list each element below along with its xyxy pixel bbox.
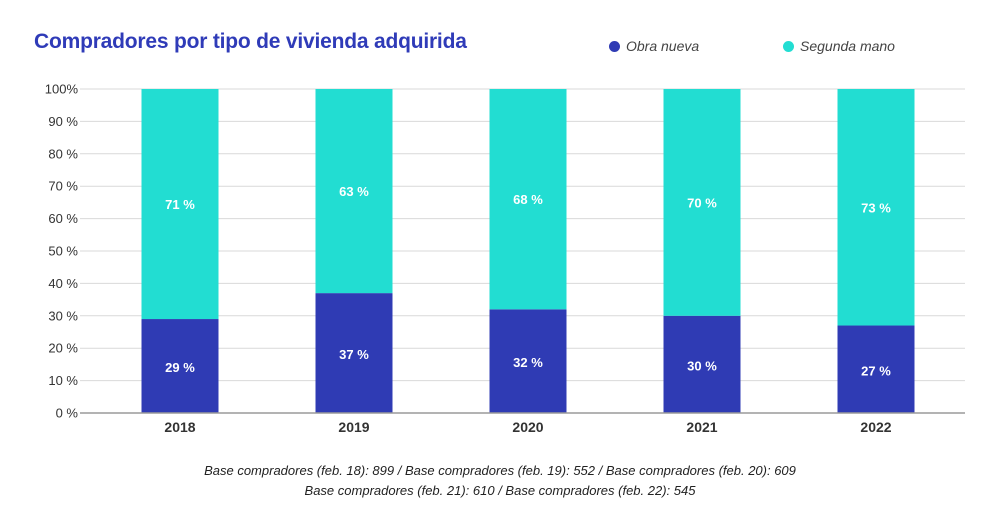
bar-segunda-mano	[663, 89, 741, 316]
chart-title: Compradores por tipo de vivienda adquiri…	[34, 30, 467, 53]
bar-obra-nueva	[663, 315, 741, 413]
y-tick-label: 80 %	[48, 146, 78, 161]
x-tick-label: 2021	[686, 419, 717, 435]
legend-swatch-obra-nueva	[609, 41, 620, 52]
data-label: 63 %	[339, 184, 369, 199]
bar-segunda-mano	[141, 89, 219, 320]
data-label: 27 %	[861, 363, 891, 378]
legend-label-obra-nueva: Obra nueva	[626, 38, 700, 54]
legend-label-segunda-mano: Segunda mano	[800, 38, 895, 54]
y-tick-label: 30 %	[48, 308, 78, 323]
bar-obra-nueva	[315, 293, 393, 413]
footnote-line-1: Base compradores (feb. 18): 899 / Base c…	[204, 463, 796, 478]
data-label: 71 %	[165, 197, 195, 212]
y-tick-label: 20 %	[48, 341, 78, 356]
y-tick-label: 70 %	[48, 179, 78, 194]
y-tick-label: 60 %	[48, 211, 78, 226]
y-tick-label: 0 %	[56, 406, 79, 421]
bar-segunda-mano	[315, 89, 393, 294]
y-tick-label: 100%	[45, 82, 79, 97]
bar-segunda-mano	[489, 89, 567, 310]
legend-swatch-segunda-mano	[783, 41, 794, 52]
x-tick-label: 2022	[860, 419, 891, 435]
footnote-line-2: Base compradores (feb. 21): 610 / Base c…	[304, 483, 696, 498]
data-label: 32 %	[513, 355, 543, 370]
x-tick-label: 2020	[512, 419, 543, 435]
data-label: 37 %	[339, 347, 369, 362]
bar-obra-nueva	[141, 319, 219, 413]
y-tick-label: 10 %	[48, 373, 78, 388]
data-label: 68 %	[513, 192, 543, 207]
bar-obra-nueva	[837, 325, 915, 413]
data-label: 73 %	[861, 200, 891, 215]
bar-obra-nueva	[489, 309, 567, 413]
legend-item-obra-nueva: Obra nueva	[609, 38, 699, 54]
x-tick-label: 2018	[164, 419, 195, 435]
data-label: 29 %	[165, 360, 195, 375]
y-tick-label: 40 %	[48, 276, 78, 291]
data-label: 70 %	[687, 195, 717, 210]
y-tick-label: 50 %	[48, 244, 78, 259]
x-tick-label: 2019	[338, 419, 369, 435]
legend-item-segunda-mano: Segunda mano	[783, 38, 895, 54]
y-tick-label: 90 %	[48, 114, 78, 129]
data-label: 30 %	[687, 358, 717, 373]
bar-segunda-mano	[837, 89, 915, 326]
